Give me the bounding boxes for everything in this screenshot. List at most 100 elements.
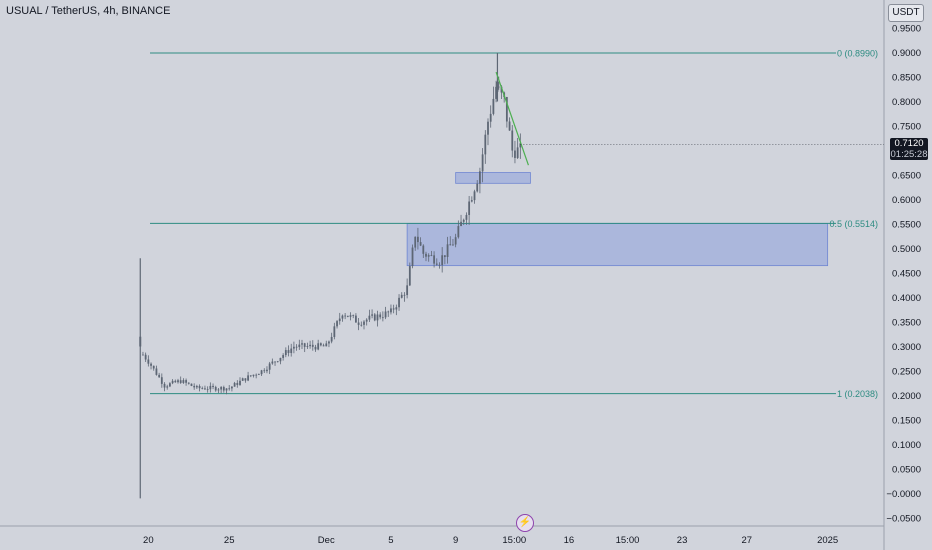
candle-body — [519, 143, 522, 148]
candle-body — [169, 383, 171, 387]
candle-body — [198, 385, 201, 389]
candle-body — [505, 96, 508, 122]
candle-body — [495, 86, 497, 99]
candle-body — [330, 336, 333, 342]
price-tick-label: 0.6000 — [892, 195, 921, 206]
candle-body — [384, 311, 387, 318]
price-tick-label: 0.4000 — [892, 293, 921, 304]
candle-body — [349, 315, 352, 317]
fib-level-label: 0 (0.8990) — [837, 48, 878, 58]
candle-body — [152, 365, 155, 369]
candle-body — [492, 98, 495, 114]
candle-body — [177, 380, 179, 383]
currency-button[interactable]: USDT — [888, 4, 924, 22]
candle-body — [268, 363, 271, 370]
candles — [139, 52, 522, 499]
candle-body — [481, 154, 484, 172]
candle-body — [306, 346, 309, 347]
price-tick-label: 0.1000 — [892, 440, 921, 451]
candle-body — [155, 368, 158, 375]
candle-body — [338, 318, 341, 322]
candle-body — [171, 380, 174, 384]
time-tick-label: 27 — [741, 535, 752, 546]
candle-body — [150, 363, 152, 366]
candle-body — [142, 354, 144, 356]
candle-body — [514, 150, 516, 158]
lightning-icon[interactable]: ⚡ — [516, 514, 534, 532]
price-tick-label: 0.4500 — [892, 269, 921, 280]
time-tick-label: 16 — [564, 535, 575, 546]
candle-body — [376, 314, 379, 321]
candle-body — [298, 344, 301, 348]
candle-body — [252, 374, 255, 376]
candle-body — [346, 315, 349, 317]
candle-body — [454, 237, 457, 245]
candle-body — [233, 382, 236, 387]
candle-body — [460, 221, 462, 227]
candle-body — [274, 361, 276, 363]
candle-body — [403, 294, 406, 296]
candle-body — [266, 369, 268, 372]
candle-body — [470, 200, 473, 202]
time-tick-label: 23 — [677, 535, 688, 546]
candle-body — [427, 255, 430, 257]
candle-body — [325, 343, 328, 347]
candle-body — [311, 344, 314, 347]
candle-body — [387, 311, 390, 313]
candle-body — [462, 219, 465, 222]
price-tick-label: 0.2000 — [892, 391, 921, 402]
candle-body — [301, 343, 303, 345]
candle-body — [433, 255, 435, 264]
candle-body — [185, 380, 187, 383]
candle-body — [212, 385, 214, 387]
price-tick-label: 0.5000 — [892, 244, 921, 255]
price-tick-label: 0.1500 — [892, 416, 921, 427]
candle-body — [144, 354, 147, 360]
candle-body — [344, 315, 347, 317]
candle-body — [322, 345, 325, 347]
candle-body — [435, 263, 438, 265]
candle-body — [441, 255, 444, 266]
candle-body — [163, 383, 166, 388]
candle-body — [511, 130, 514, 151]
candle-body — [508, 121, 511, 131]
candle-body — [249, 375, 252, 377]
candle-body — [244, 378, 247, 381]
candle-body — [368, 315, 371, 320]
candle-body — [228, 388, 231, 390]
candle-body — [357, 322, 360, 325]
price-tick-label: 0.5500 — [892, 220, 921, 231]
candle-body — [363, 321, 365, 325]
candle-body — [201, 388, 204, 389]
candle-body — [487, 121, 489, 135]
candle-body — [419, 242, 422, 246]
price-tick-label: 0.2500 — [892, 367, 921, 378]
candle-body — [473, 191, 476, 201]
candle-body — [355, 315, 357, 323]
time-tick-label: 15:00 — [502, 535, 526, 546]
candle-body — [231, 386, 233, 389]
candle-body — [398, 297, 400, 308]
candle-body — [328, 341, 330, 344]
candle-body — [476, 183, 479, 192]
candle-body — [279, 357, 282, 362]
candle-body — [182, 380, 185, 383]
candle-body — [406, 285, 409, 296]
candle-body — [497, 86, 500, 88]
candle-body — [381, 317, 384, 319]
candle-body — [204, 388, 206, 390]
candle-body — [214, 386, 217, 391]
candle-body — [158, 374, 161, 378]
candle-body — [295, 346, 298, 348]
candle-body — [190, 383, 193, 386]
candle-body — [282, 355, 285, 358]
candle-body — [414, 236, 417, 248]
price-tick-label: 0.3500 — [892, 318, 921, 329]
price-tick-label: −0.0000 — [886, 489, 921, 500]
time-tick-label: Dec — [318, 535, 335, 546]
candle-body — [290, 348, 293, 354]
candle-body — [336, 321, 338, 327]
candle-body — [174, 380, 177, 383]
candle-body — [284, 350, 287, 356]
